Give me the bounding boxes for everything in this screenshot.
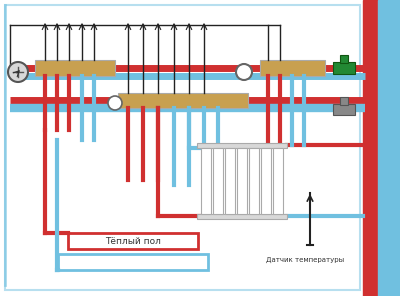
Bar	[333, 62, 355, 74]
Text: Тёплый пол: Тёплый пол	[105, 237, 161, 245]
Bar	[340, 55, 348, 63]
Bar	[197, 214, 287, 219]
Bar	[363, 0, 378, 296]
Bar	[213, 148, 223, 214]
Bar	[201, 148, 211, 214]
Circle shape	[108, 96, 122, 110]
Circle shape	[236, 64, 252, 80]
Bar	[237, 148, 247, 214]
Bar	[197, 143, 287, 148]
Bar	[35, 60, 115, 76]
Bar	[260, 60, 325, 76]
Bar	[58, 254, 208, 270]
Bar	[273, 148, 283, 214]
Bar	[5, 5, 360, 290]
Bar	[118, 93, 248, 108]
Bar	[249, 148, 259, 214]
Bar	[340, 97, 348, 105]
Circle shape	[8, 62, 28, 82]
Bar	[68, 233, 198, 249]
Bar	[378, 0, 400, 296]
Bar	[333, 104, 355, 115]
Bar	[225, 148, 235, 214]
Text: Датчик температуры: Датчик температуры	[266, 257, 344, 263]
Bar	[261, 148, 271, 214]
